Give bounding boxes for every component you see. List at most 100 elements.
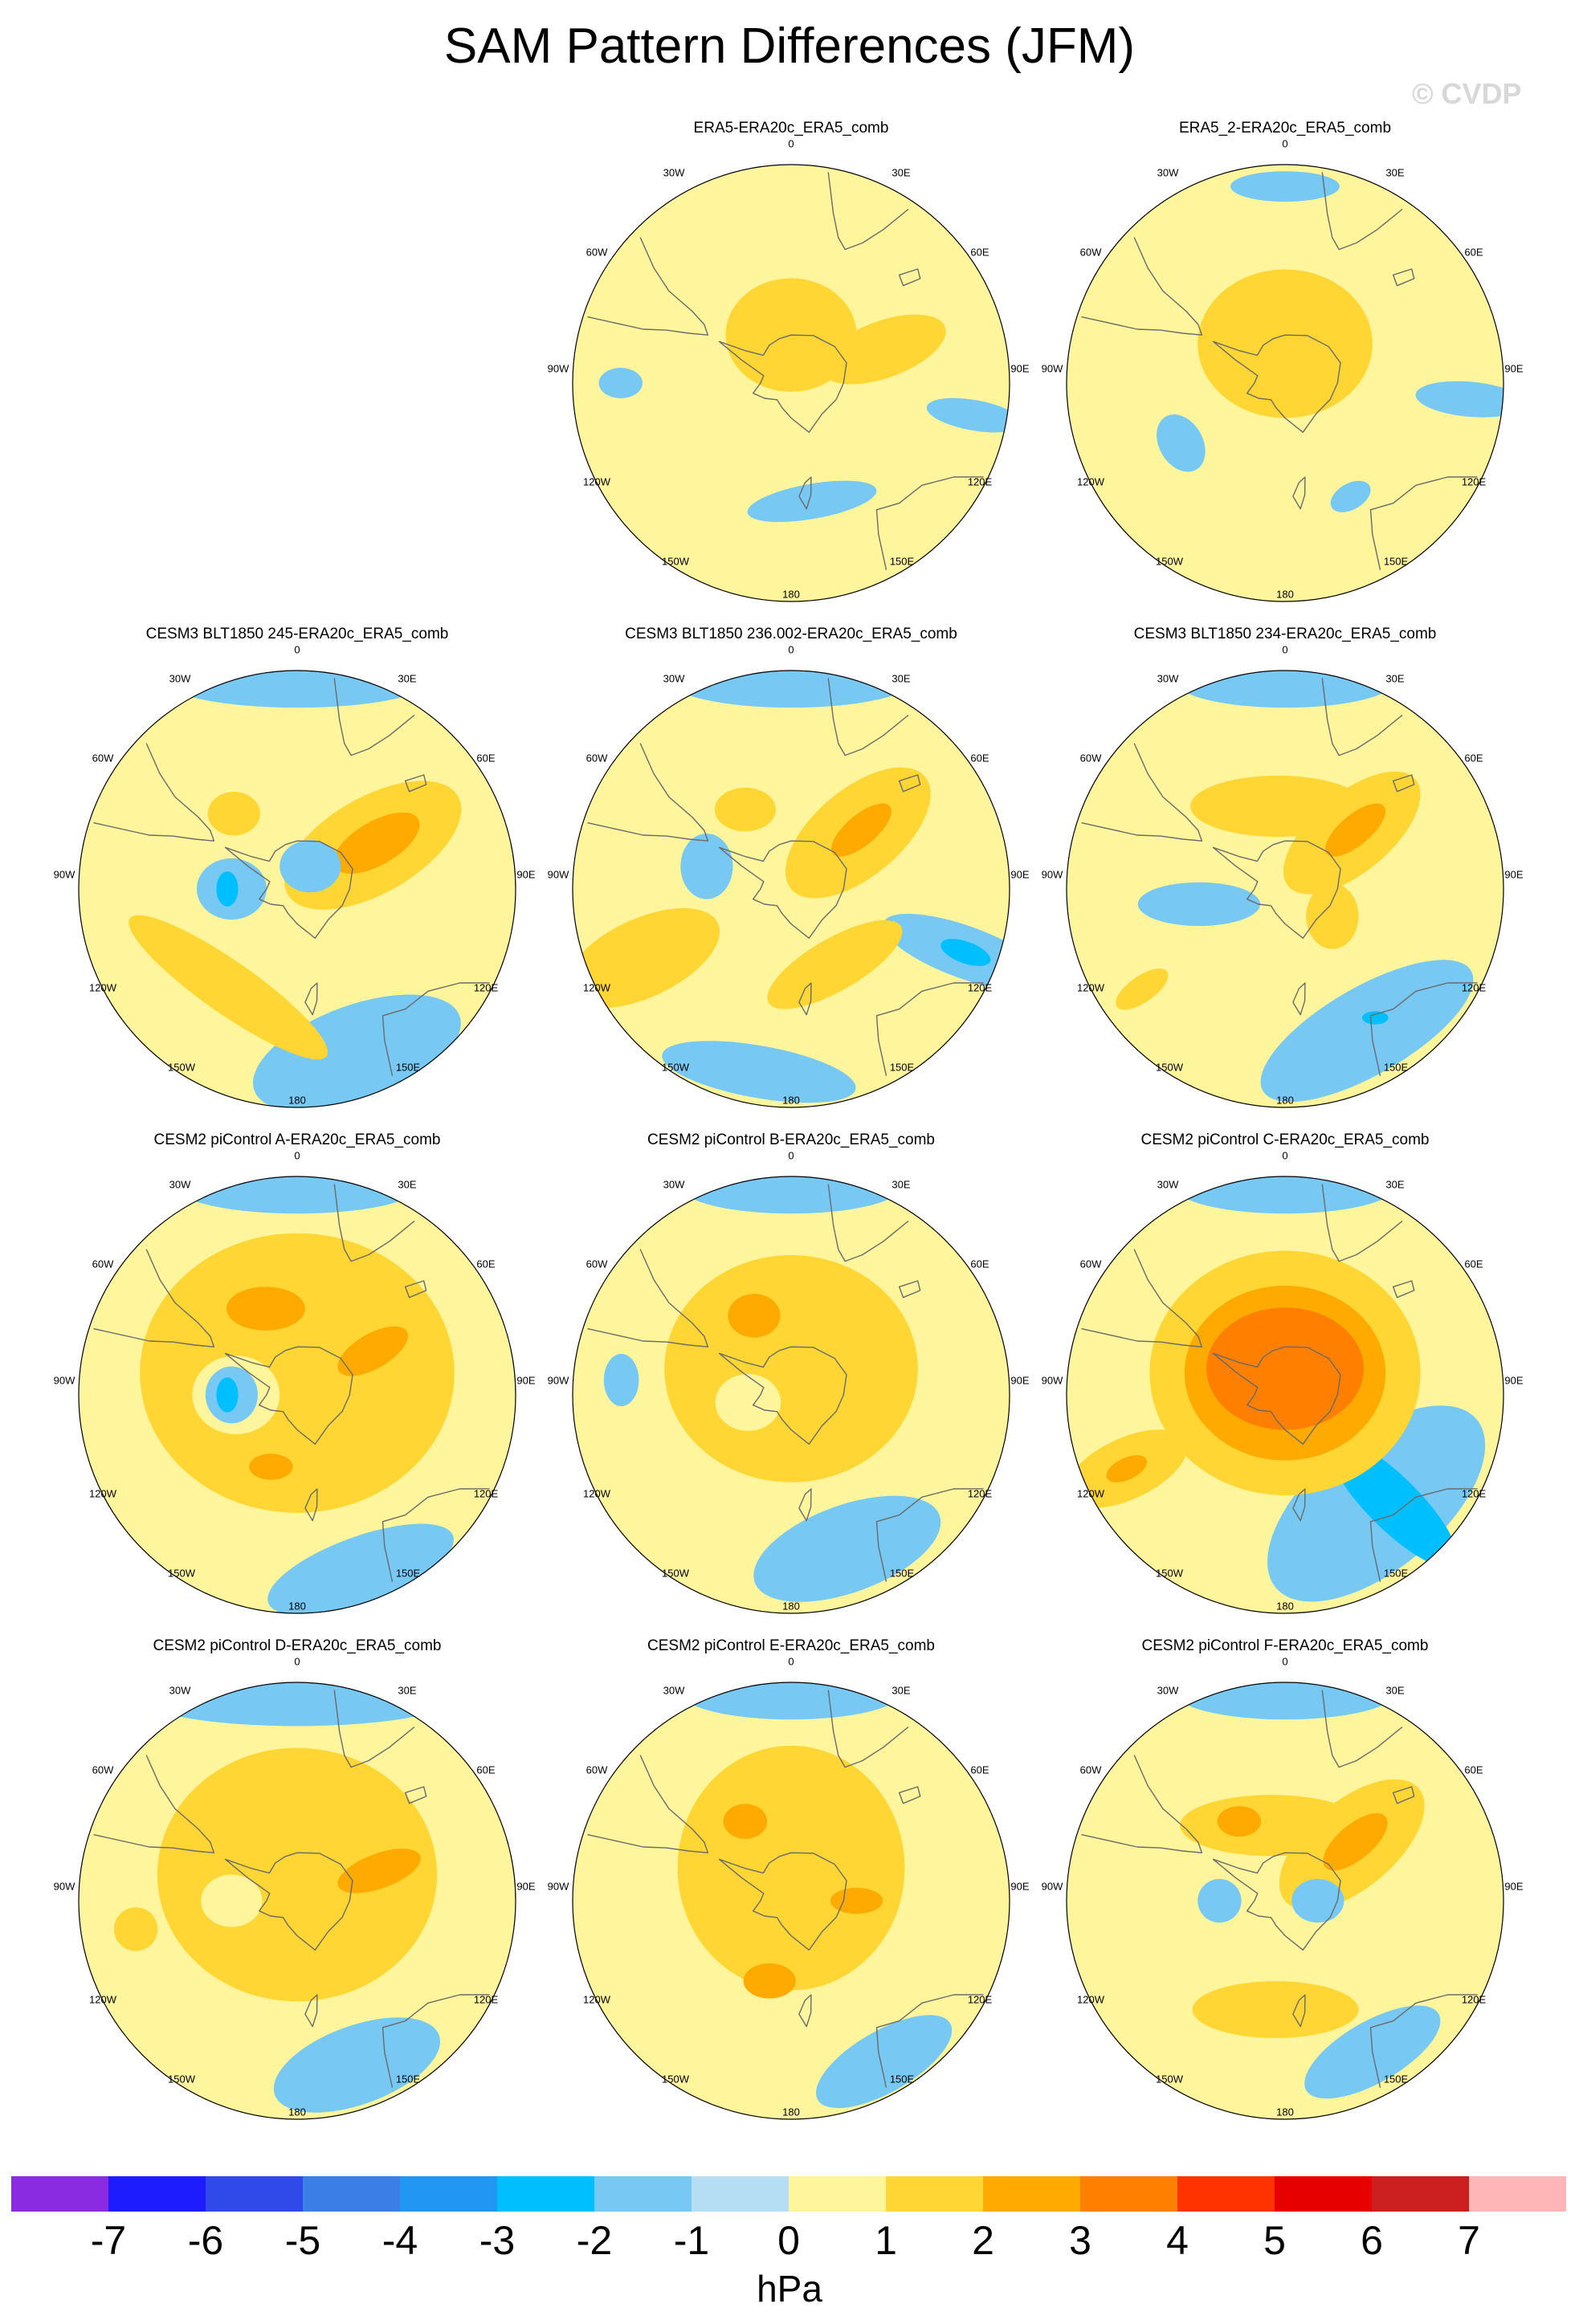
- colorbar-tick-label: 6: [1361, 2218, 1383, 2263]
- negative-anomaly-region: [216, 1377, 239, 1413]
- new-zealand-coast: [798, 982, 812, 1016]
- colorbar-tick-label: 7: [1458, 2218, 1480, 2263]
- longitude-label: 150E: [396, 2073, 421, 2085]
- antarctica-coast: [718, 840, 847, 939]
- longitude-label: 60E: [1464, 1258, 1483, 1270]
- south-america-coast: [93, 1755, 215, 1853]
- longitude-label: 120W: [583, 981, 611, 993]
- longitude-label: 0: [294, 1149, 300, 1161]
- longitude-label: 90W: [548, 868, 569, 880]
- south-america-coast: [587, 743, 709, 842]
- map-border: [572, 1176, 1010, 1614]
- antarctica-coast: [1212, 1852, 1341, 1951]
- longitude-label: 60E: [1464, 246, 1483, 258]
- longitude-label: 60E: [1464, 752, 1483, 764]
- longitude-label: 150W: [1156, 555, 1184, 567]
- colorbar-tick-label: -4: [381, 2218, 418, 2263]
- longitude-label: 90W: [548, 1880, 569, 1892]
- longitude-label: 60E: [476, 1258, 495, 1270]
- antarctica-coast: [718, 1346, 847, 1445]
- africa-coast: [827, 1690, 909, 1768]
- polar-map: 0 30E 60E 90E 120E 150E 180 150W 120W 90W 60W 30W: [54, 1655, 536, 2120]
- map-panel-11: CESM2 piControl F-ERA20c_ERA5_comb 0 30E 6…: [1042, 1637, 1526, 2144]
- positive-anomaly-region: [723, 1804, 768, 1839]
- longitude-label: 180: [288, 1600, 306, 1612]
- negative-anomaly-region: [753, 1495, 941, 1602]
- negative-anomaly-region: [1137, 882, 1261, 927]
- negative-anomaly-region: [144, 1682, 451, 1727]
- africa-coast: [827, 172, 909, 251]
- longitude-label: 60W: [92, 1763, 114, 1776]
- longitude-label: 90E: [1010, 868, 1029, 880]
- longitude-label: 30E: [1385, 1178, 1404, 1190]
- longitude-label: 120E: [968, 1993, 993, 2005]
- colorbar-box: [206, 2176, 303, 2212]
- longitude-label: 0: [788, 1655, 794, 1667]
- longitude-label: 90E: [1504, 1374, 1523, 1386]
- polar-map: 0 30E 60E 90E 120E 150E 180 150W 120W 90W 60W 30W: [1042, 1655, 1524, 2120]
- longitude-label: 60W: [586, 752, 608, 764]
- positive-anomaly-region: [333, 812, 420, 874]
- longitude-label: 120E: [1462, 475, 1487, 487]
- contour-fills: [573, 165, 1010, 601]
- longitude-label: 120E: [1462, 1993, 1487, 2005]
- antarctica-coast: [718, 334, 847, 433]
- positive-anomaly-region: [226, 1286, 305, 1331]
- longitude-label: 120E: [968, 475, 993, 487]
- map-panel-3: CESM3 BLT1850 245-ERA20c_ERA5_comb 0 30E 6…: [54, 625, 538, 1132]
- contour-fills: [79, 671, 516, 1107]
- longitude-label: 0: [294, 1655, 300, 1667]
- map-panel-1: ERA5-ERA20c_ERA5_comb 0 30E 60E 90E 120E 150E…: [548, 119, 1032, 626]
- longitude-label: 120W: [1077, 1487, 1105, 1499]
- australia-coast: [875, 1994, 984, 2088]
- contour-fills: [79, 1682, 516, 2119]
- longitude-label: 120W: [583, 475, 611, 487]
- longitude-label: 150E: [1384, 555, 1409, 567]
- longitude-label: 180: [1276, 588, 1294, 600]
- map-border: [1066, 1682, 1504, 2120]
- longitude-label: 150E: [1384, 1061, 1409, 1073]
- australia-coast: [1369, 1488, 1478, 1582]
- negative-anomaly-region: [682, 1176, 900, 1214]
- longitude-label: 0: [1282, 1655, 1287, 1667]
- colorbar-box: [1372, 2176, 1469, 2212]
- longitude-label: 150W: [168, 1567, 196, 1579]
- longitude-label: 90E: [1010, 1880, 1029, 1892]
- longitude-label: 60W: [1080, 1258, 1102, 1270]
- map-border: [1066, 164, 1504, 602]
- new-zealand-coast: [1292, 476, 1306, 510]
- south-america-coast: [1081, 1755, 1203, 1853]
- contour-fills: [1067, 1682, 1504, 2119]
- longitude-label: 0: [788, 1149, 794, 1161]
- contour-fills: [573, 1176, 1010, 1613]
- map-border: [572, 670, 1010, 1108]
- polar-map: 0 30E 60E 90E 120E 150E 180 150W 120W 90W 60W 30W: [1042, 1149, 1524, 1614]
- negative-anomaly-region: [1176, 1176, 1394, 1214]
- negative-anomaly-region: [216, 871, 239, 907]
- longitude-label: 60W: [586, 1258, 608, 1270]
- longitude-label: 0: [788, 137, 794, 149]
- contour-fills: [1067, 1176, 1504, 1613]
- south-america-coast: [93, 1249, 215, 1348]
- longitude-label: 30W: [663, 1684, 685, 1696]
- colorbar-box: [1177, 2176, 1275, 2212]
- positive-anomaly-region: [113, 1907, 158, 1951]
- panel-title: CESM2 piControl D-ERA20c_ERA5_comb: [153, 1637, 442, 1654]
- longitude-label: 150E: [396, 1567, 421, 1579]
- longitude-label: 120W: [1077, 1993, 1105, 2005]
- madagascar-coast: [898, 1280, 921, 1299]
- longitude-label: 150E: [890, 1061, 915, 1073]
- negative-anomaly-region: [815, 2015, 953, 2109]
- south-america-coast: [587, 1755, 709, 1853]
- new-zealand-coast: [798, 1488, 812, 1522]
- positive-anomaly-region: [1198, 269, 1373, 418]
- longitude-label: 180: [288, 1094, 306, 1106]
- positive-anomaly-region: [129, 915, 328, 1060]
- positive-anomaly-region: [337, 1849, 421, 1894]
- longitude-label: 60W: [92, 752, 114, 764]
- negative-anomaly-region: [662, 1041, 856, 1103]
- longitude-label: 90W: [1042, 362, 1063, 374]
- madagascar-coast: [1392, 1786, 1415, 1804]
- colorbar-box: [11, 2176, 108, 2212]
- panel-title: CESM2 piControl C-ERA20c_ERA5_comb: [1140, 1131, 1430, 1148]
